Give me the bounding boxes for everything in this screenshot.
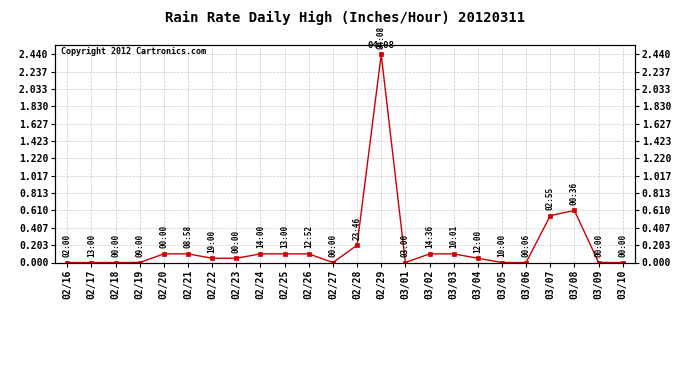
Text: 10:00: 10:00 xyxy=(497,234,506,257)
Text: 10:01: 10:01 xyxy=(449,225,458,248)
Text: 14:00: 14:00 xyxy=(256,225,265,248)
Text: Rain Rate Daily High (Inches/Hour) 20120311: Rain Rate Daily High (Inches/Hour) 20120… xyxy=(165,11,525,26)
Text: 12:00: 12:00 xyxy=(473,230,482,253)
Text: 04:08: 04:08 xyxy=(368,41,395,50)
Text: 09:00: 09:00 xyxy=(135,234,144,257)
Text: 00:00: 00:00 xyxy=(232,230,241,253)
Text: 19:00: 19:00 xyxy=(208,230,217,253)
Text: 02:55: 02:55 xyxy=(546,187,555,210)
Text: 00:00: 00:00 xyxy=(618,234,627,257)
Text: 13:00: 13:00 xyxy=(280,225,289,248)
Text: 00:00: 00:00 xyxy=(594,234,603,257)
Text: 13:00: 13:00 xyxy=(87,234,96,257)
Text: 00:00: 00:00 xyxy=(328,234,337,257)
Text: 00:06: 00:06 xyxy=(522,234,531,257)
Text: 12:52: 12:52 xyxy=(304,225,313,248)
Text: Copyright 2012 Cartronics.com: Copyright 2012 Cartronics.com xyxy=(61,47,206,56)
Text: 08:58: 08:58 xyxy=(184,225,193,248)
Text: 03:00: 03:00 xyxy=(401,234,410,257)
Text: 00:00: 00:00 xyxy=(159,225,168,248)
Text: 23:46: 23:46 xyxy=(353,216,362,240)
Text: 04:08: 04:08 xyxy=(377,26,386,49)
Text: 02:00: 02:00 xyxy=(63,234,72,257)
Text: 00:36: 00:36 xyxy=(570,182,579,205)
Text: 00:00: 00:00 xyxy=(111,234,120,257)
Text: 14:36: 14:36 xyxy=(425,225,434,248)
